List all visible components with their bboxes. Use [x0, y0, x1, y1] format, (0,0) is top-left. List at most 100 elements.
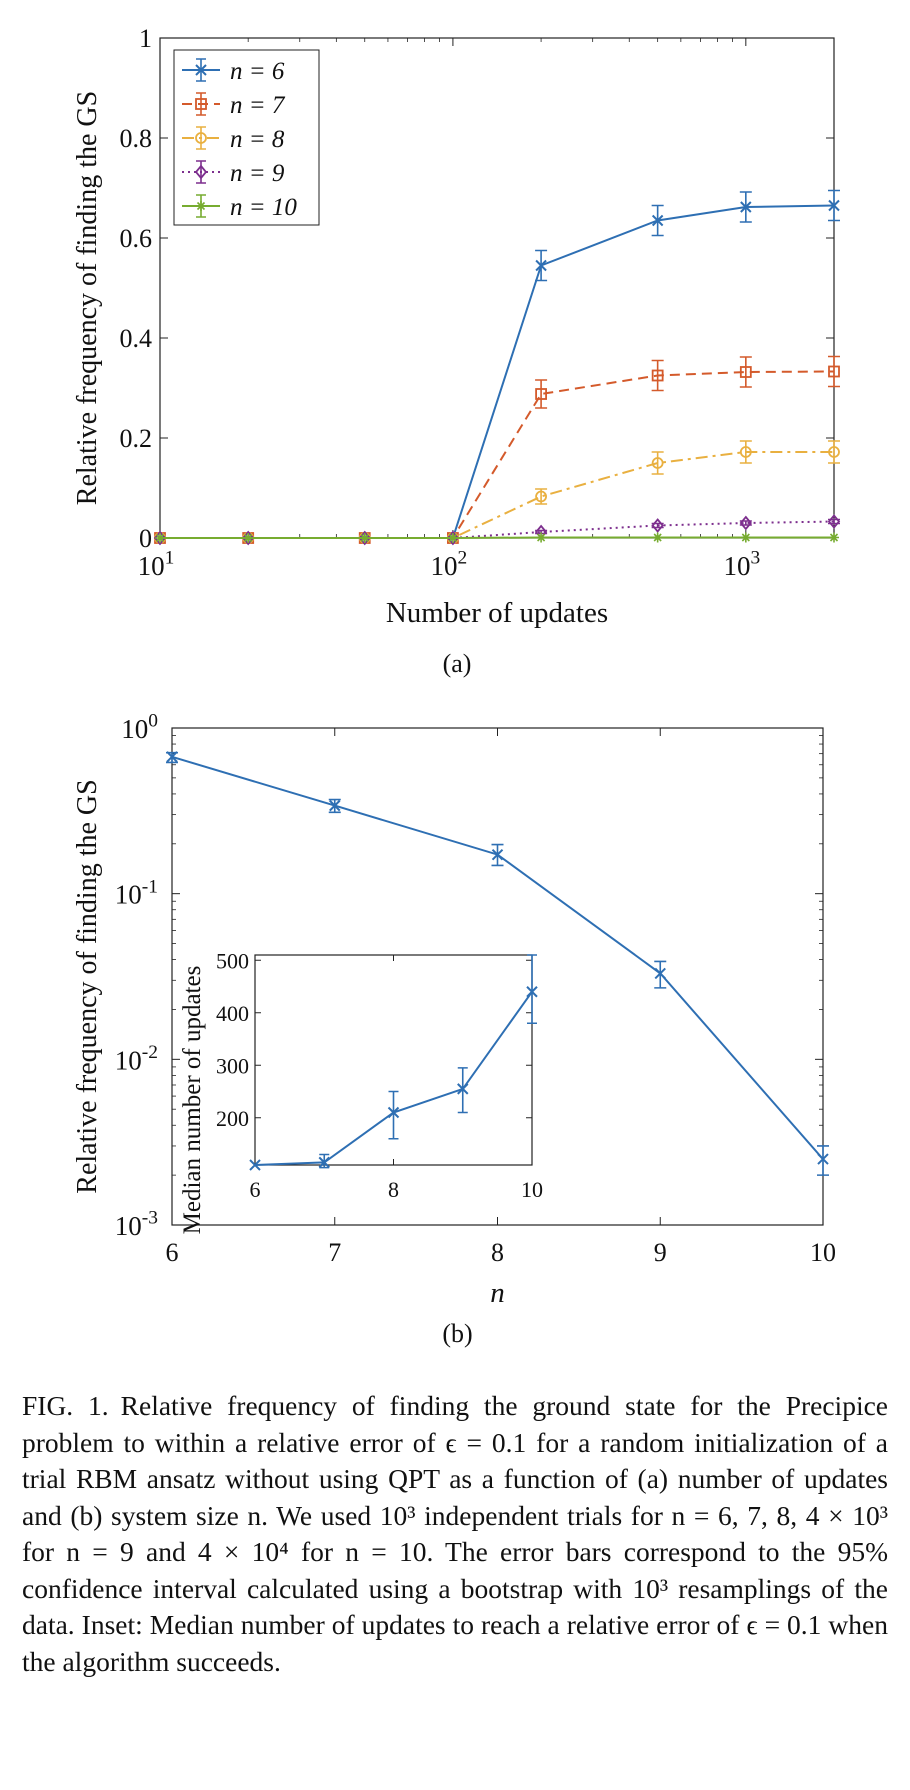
x-tick-label: 10: [810, 1238, 836, 1267]
caption-text: Relative frequency of finding the ground…: [22, 1390, 888, 1677]
x-tick-label: 9: [654, 1238, 667, 1267]
data-point: [535, 259, 547, 272]
y-tick-label: 10-3: [115, 1208, 158, 1241]
error-bar: [828, 355, 840, 388]
data-point: [654, 967, 666, 980]
x-tick-label: 103: [723, 548, 760, 581]
data-point: [651, 457, 664, 469]
y-tick-label: 0.6: [120, 224, 153, 253]
legend-marker: [195, 132, 207, 144]
inset-data-point: [318, 1156, 330, 1169]
error-bar: [739, 356, 752, 388]
legend-marker: [195, 64, 207, 76]
data-point: [651, 214, 664, 227]
inset-data-point: [457, 1083, 469, 1095]
data-point: [829, 532, 839, 543]
series: [155, 532, 839, 543]
x-tick-label: 102: [431, 548, 468, 581]
y-tick-label: 0: [139, 524, 152, 553]
data-point: [828, 446, 840, 458]
legend-box: [173, 49, 320, 226]
inset-x-tick-label: 10: [521, 1177, 543, 1202]
inset-error-bar: [527, 954, 537, 1025]
x-tick-label: 6: [166, 1238, 179, 1267]
panel-label: (a): [443, 649, 472, 678]
data-point: [447, 533, 458, 543]
y-tick-label: 0.2: [120, 424, 153, 453]
data-point: [535, 490, 547, 503]
inset-x-tick-label: 8: [388, 1177, 399, 1202]
inset-data-point: [387, 1106, 400, 1119]
data-point: [358, 530, 371, 546]
series: [153, 514, 841, 546]
y-axis-label: Relative frequency of finding the GS: [72, 779, 103, 1193]
data-point: [651, 518, 664, 533]
y-tick-label: 1: [139, 24, 152, 53]
legend-label: n = 7: [230, 92, 286, 119]
data-point: [243, 533, 254, 543]
data-point: [817, 1153, 829, 1165]
series: [166, 751, 829, 1176]
figure: 0 0.2 0.4 0.6 0.8 1 101 102 103 Number of updates…: [72, 24, 841, 1348]
data-point: [828, 365, 840, 378]
legend-marker: [195, 98, 207, 110]
data-point: [652, 532, 663, 543]
data-point: [740, 201, 752, 213]
legend-label: n = 8: [230, 126, 285, 153]
data-point: [166, 751, 178, 763]
x-tick-label: 101: [138, 548, 175, 581]
error-bar: [651, 451, 664, 475]
legend-error-bar: [196, 126, 206, 150]
inset-y-tick-label: 300: [216, 1053, 249, 1078]
figure-caption: FIG. 1. Relative frequency of finding the…: [22, 1388, 888, 1680]
y-tick-label: 0.4: [120, 324, 153, 353]
caption-label: FIG. 1.: [22, 1390, 109, 1421]
data-point: [740, 532, 751, 543]
inset-y-tick-label: 400: [216, 1001, 249, 1026]
y-tick-label: 100: [121, 711, 158, 744]
legend-label: n = 10: [230, 194, 297, 221]
data-point: [329, 799, 341, 812]
data-point: [828, 199, 840, 212]
x-axis-label: Number of updates: [386, 597, 608, 629]
error-bar: [828, 440, 840, 464]
data-point: [535, 388, 547, 400]
data-point: [536, 532, 547, 543]
inset-data-point: [249, 1159, 261, 1171]
data-point: [739, 446, 752, 458]
y-axis-label: Relative frequency of finding the GS: [72, 91, 103, 505]
legend-marker: [194, 164, 208, 180]
data-point: [739, 366, 752, 378]
error-bar: [535, 379, 548, 409]
data-point: [739, 515, 752, 531]
inset-error-bar: [388, 1090, 399, 1140]
data-point: [242, 530, 255, 546]
legend: n = 6 n = 7 n = 8 n = 9 n = 10: [173, 49, 320, 226]
legend-error-bar: [196, 92, 206, 116]
legend-label: n = 6: [230, 58, 285, 85]
series-line: [160, 520, 835, 539]
series-line: [160, 370, 835, 539]
error-bar: [651, 359, 664, 392]
error-bar: [739, 440, 752, 464]
series-line: [160, 451, 834, 539]
y-tick-label: 0.8: [120, 124, 153, 153]
y-tick-label: 10-1: [115, 876, 158, 909]
panel-a-chart: 0 0.2 0.4 0.6 0.8 1 101 102 103 Number of updates…: [72, 24, 841, 678]
series: [154, 440, 840, 544]
legend-label: n = 9: [230, 160, 285, 187]
data-point: [359, 533, 370, 543]
inset-y-tick-label: 500: [216, 948, 249, 973]
x-tick-label: 7: [328, 1238, 341, 1267]
inset-x-tick-label: 6: [250, 1177, 261, 1202]
series-line: [160, 536, 834, 539]
data-point: [446, 530, 460, 546]
data-point: [155, 533, 165, 543]
inset-y-tick-label: 200: [216, 1106, 249, 1131]
inset-y-axis-label: Median number of updates: [179, 966, 206, 1235]
series: [154, 355, 840, 544]
data-point: [651, 369, 664, 382]
panel-b-chart: 10-3 10-2 10-1 100 6 7 8 9 10 n Relative frequency…: [72, 711, 836, 1348]
series-line: [160, 204, 835, 539]
data-point: [827, 514, 841, 529]
